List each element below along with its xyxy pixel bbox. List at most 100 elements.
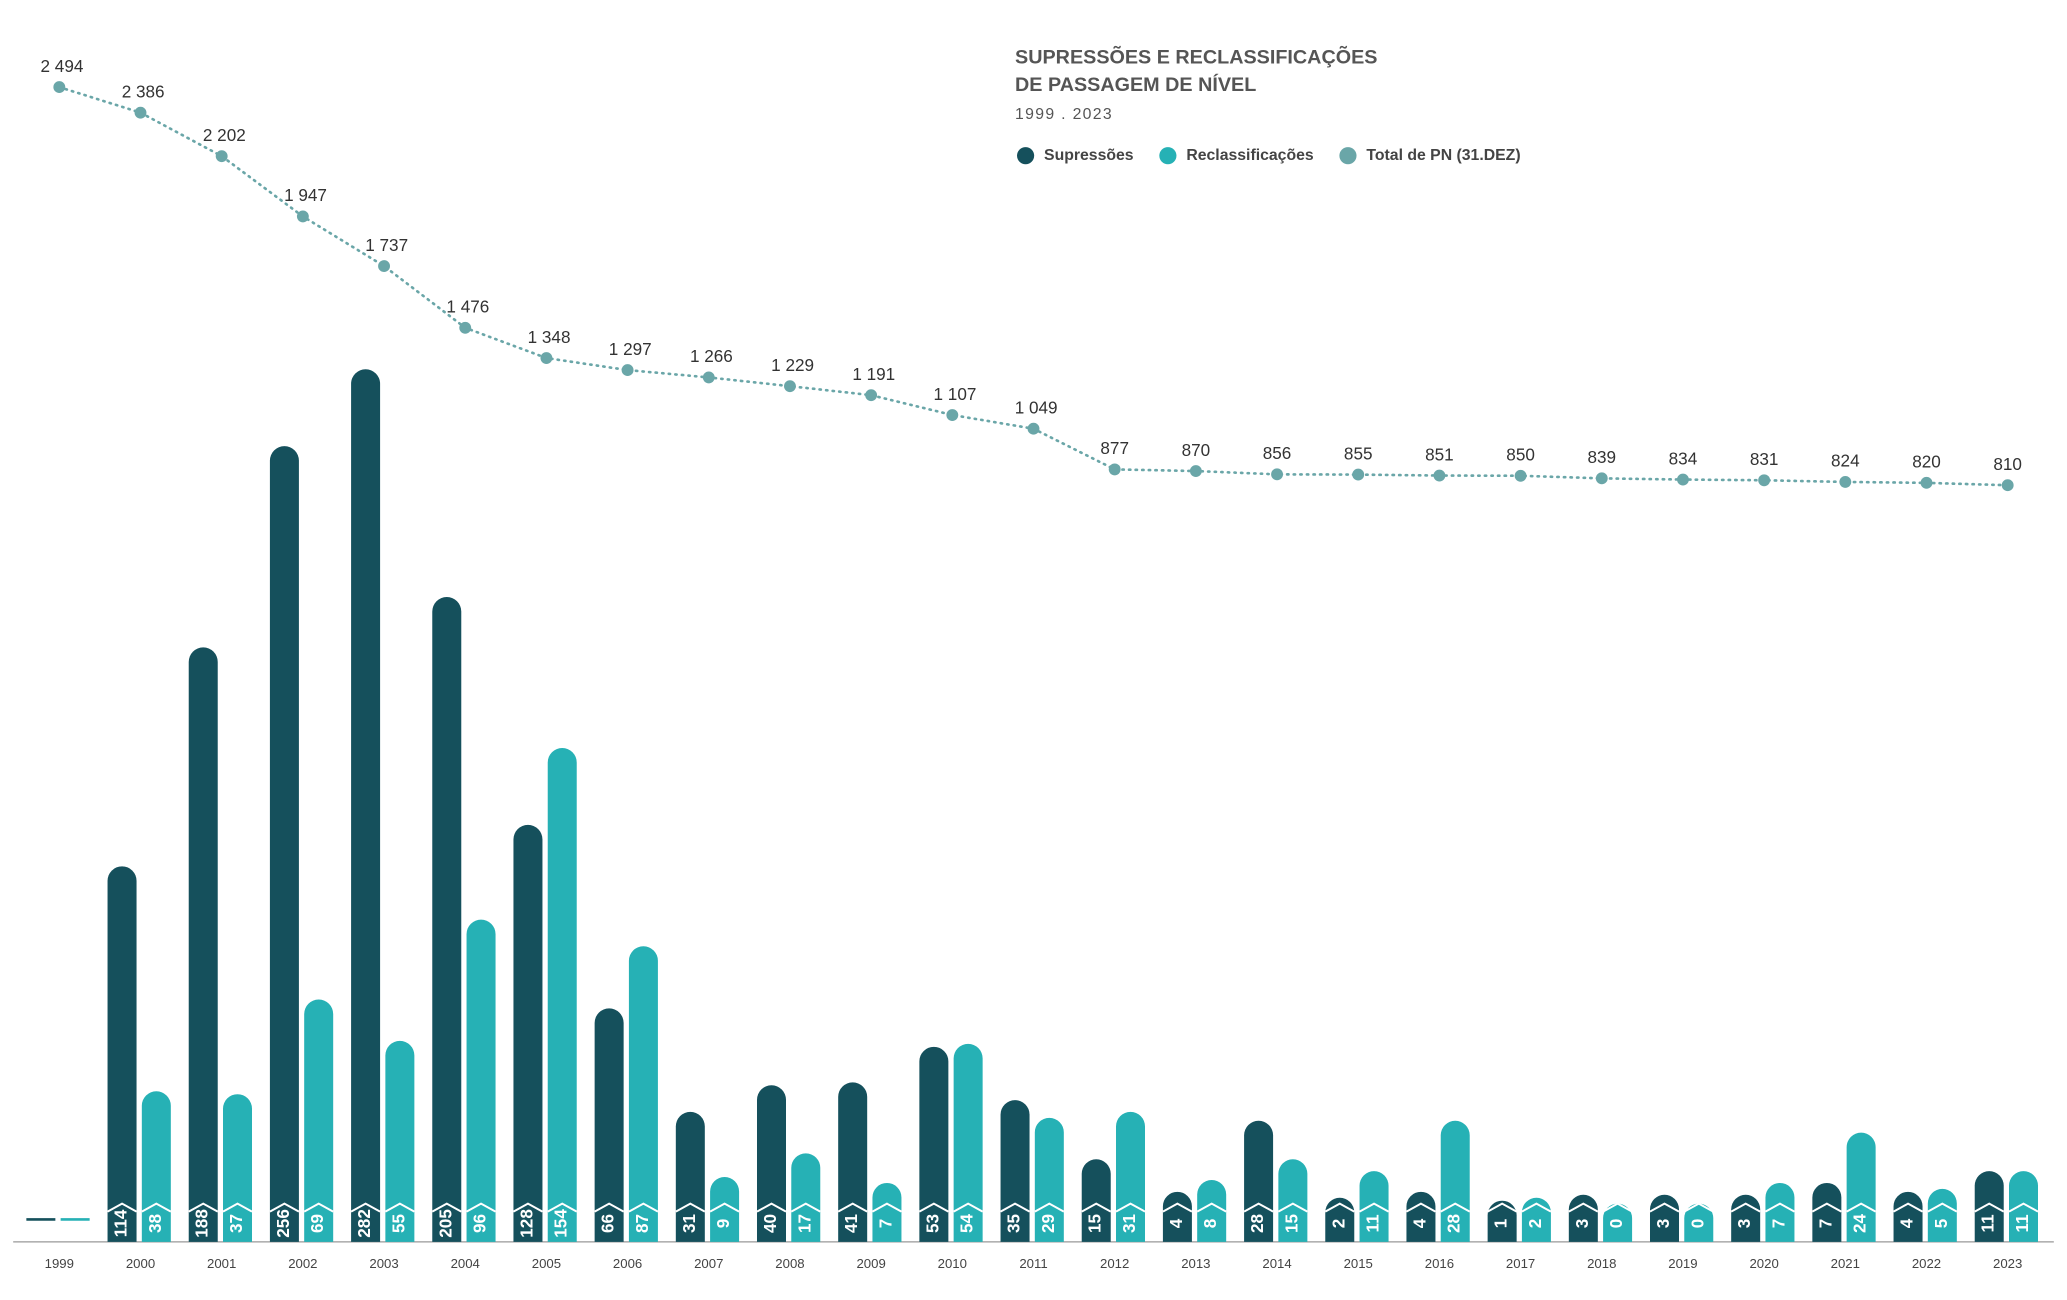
legend-swatch [1017, 147, 1035, 165]
label-chevron [269, 1202, 300, 1213]
bar-value-label: 40 [760, 1214, 780, 1233]
bar [1440, 1120, 1470, 1242]
bar [1521, 1197, 1551, 1242]
label-chevron [1811, 1202, 1842, 1213]
bar [547, 747, 577, 1242]
label-chevron [1730, 1202, 1761, 1213]
x-tick-label: 2005 [532, 1256, 561, 1271]
bar [1603, 1203, 1633, 1242]
label-chevron [1764, 1202, 1795, 1213]
label-chevron [953, 1202, 984, 1213]
bar-value-label: 38 [145, 1214, 165, 1233]
label-chevron [107, 1202, 138, 1213]
label-chevron [1974, 1202, 2005, 1213]
label-chevron [303, 1202, 334, 1213]
label-chevron [790, 1202, 821, 1213]
bar [1244, 1120, 1274, 1242]
x-tick-label: 2002 [288, 1256, 317, 1271]
bar [675, 1111, 705, 1242]
label-chevron [1000, 1202, 1031, 1213]
bar [1927, 1188, 1957, 1242]
line-value-label: 851 [1425, 444, 1454, 464]
label-chevron [1683, 1202, 1714, 1213]
label-chevron [1115, 1202, 1146, 1213]
bar-value-label: 4 [1897, 1218, 1917, 1228]
x-tick-label: 2017 [1506, 1256, 1535, 1271]
x-tick-label: 2009 [856, 1256, 885, 1271]
bar-value-label: 11 [2012, 1214, 2032, 1233]
bar-value-label: 8 [1200, 1219, 1220, 1229]
bar [304, 999, 334, 1242]
line-value-label: 850 [1506, 445, 1535, 465]
x-tick-label: 2010 [938, 1256, 967, 1271]
bar-value-label: 282 [354, 1209, 374, 1238]
bar-value-label: 11 [1363, 1214, 1383, 1233]
line-point [1433, 469, 1446, 482]
line-point [1271, 468, 1283, 481]
bar [2008, 1171, 2038, 1242]
legend-label: Total de PN (31.DEZ) [1366, 147, 1520, 164]
bar [1893, 1191, 1923, 1242]
bar [466, 919, 496, 1242]
bar-value-label: 154 [551, 1209, 571, 1238]
chart-title: DE PASSAGEM DE NÍVEL [1015, 73, 1256, 96]
x-tick-label: 2021 [1831, 1256, 1860, 1271]
bar-value-label: 205 [435, 1209, 455, 1238]
legend-label: Reclassificações [1186, 147, 1314, 164]
label-chevron [628, 1202, 659, 1213]
bar [1278, 1159, 1308, 1242]
line-point [540, 352, 553, 364]
line-point [865, 389, 878, 402]
label-chevron [431, 1202, 462, 1213]
line-value-label: 1 297 [609, 339, 652, 359]
bar-value-label: 5 [1931, 1218, 1951, 1228]
chart-subtitle: 1999 . 2023 [1015, 106, 1113, 123]
bar [1034, 1117, 1064, 1242]
bar [513, 824, 543, 1242]
bar-value-label: 7 [875, 1219, 895, 1229]
bar-value-label: 4 [1409, 1218, 1429, 1228]
bar [269, 446, 299, 1242]
label-chevron [1649, 1202, 1680, 1213]
line-point [784, 380, 796, 393]
bar [1812, 1182, 1842, 1242]
label-chevron [1846, 1202, 1877, 1213]
legend-swatch [1159, 147, 1177, 165]
label-chevron [1243, 1202, 1274, 1213]
label-chevron [1568, 1202, 1599, 1213]
bar-value-label: 31 [1119, 1213, 1139, 1233]
line-point [134, 106, 147, 119]
x-tick-label: 2003 [369, 1256, 398, 1271]
line-value-label: 810 [1993, 454, 2022, 474]
bar-value-label: 96 [470, 1214, 490, 1233]
legend-swatch [1339, 147, 1357, 165]
label-chevron [1405, 1202, 1436, 1213]
bar-value-label: 7 [1768, 1219, 1788, 1229]
chart-title: SUPRESSÕES E RECLASSIFICAÇÕES [1015, 44, 1377, 68]
bar [1684, 1203, 1714, 1242]
bar [107, 866, 137, 1242]
line-point [378, 260, 390, 273]
legend-label: Supressões [1044, 147, 1134, 164]
bar [953, 1043, 983, 1242]
label-chevron [837, 1202, 868, 1213]
bar [1765, 1182, 1795, 1242]
bar-value-label: 15 [1281, 1213, 1301, 1233]
label-chevron [1440, 1202, 1471, 1213]
bar [432, 597, 462, 1242]
bar [872, 1182, 902, 1242]
line-value-label: 831 [1750, 449, 1779, 469]
x-tick-label: 2001 [207, 1256, 236, 1271]
bar-value-label: 28 [1444, 1214, 1464, 1233]
bar-value-label: 54 [957, 1213, 977, 1233]
bar [1406, 1191, 1436, 1242]
bar-value-label: 11 [1978, 1214, 1998, 1233]
bar [1359, 1171, 1389, 1242]
line-point [2001, 479, 2014, 492]
x-tick-label: 2022 [1912, 1256, 1941, 1271]
bar [351, 369, 381, 1242]
bar-value-label: 0 [1687, 1219, 1707, 1229]
bar [710, 1177, 740, 1242]
bar-value-label: 17 [794, 1214, 814, 1233]
bar-value-label: 7 [1815, 1219, 1835, 1229]
